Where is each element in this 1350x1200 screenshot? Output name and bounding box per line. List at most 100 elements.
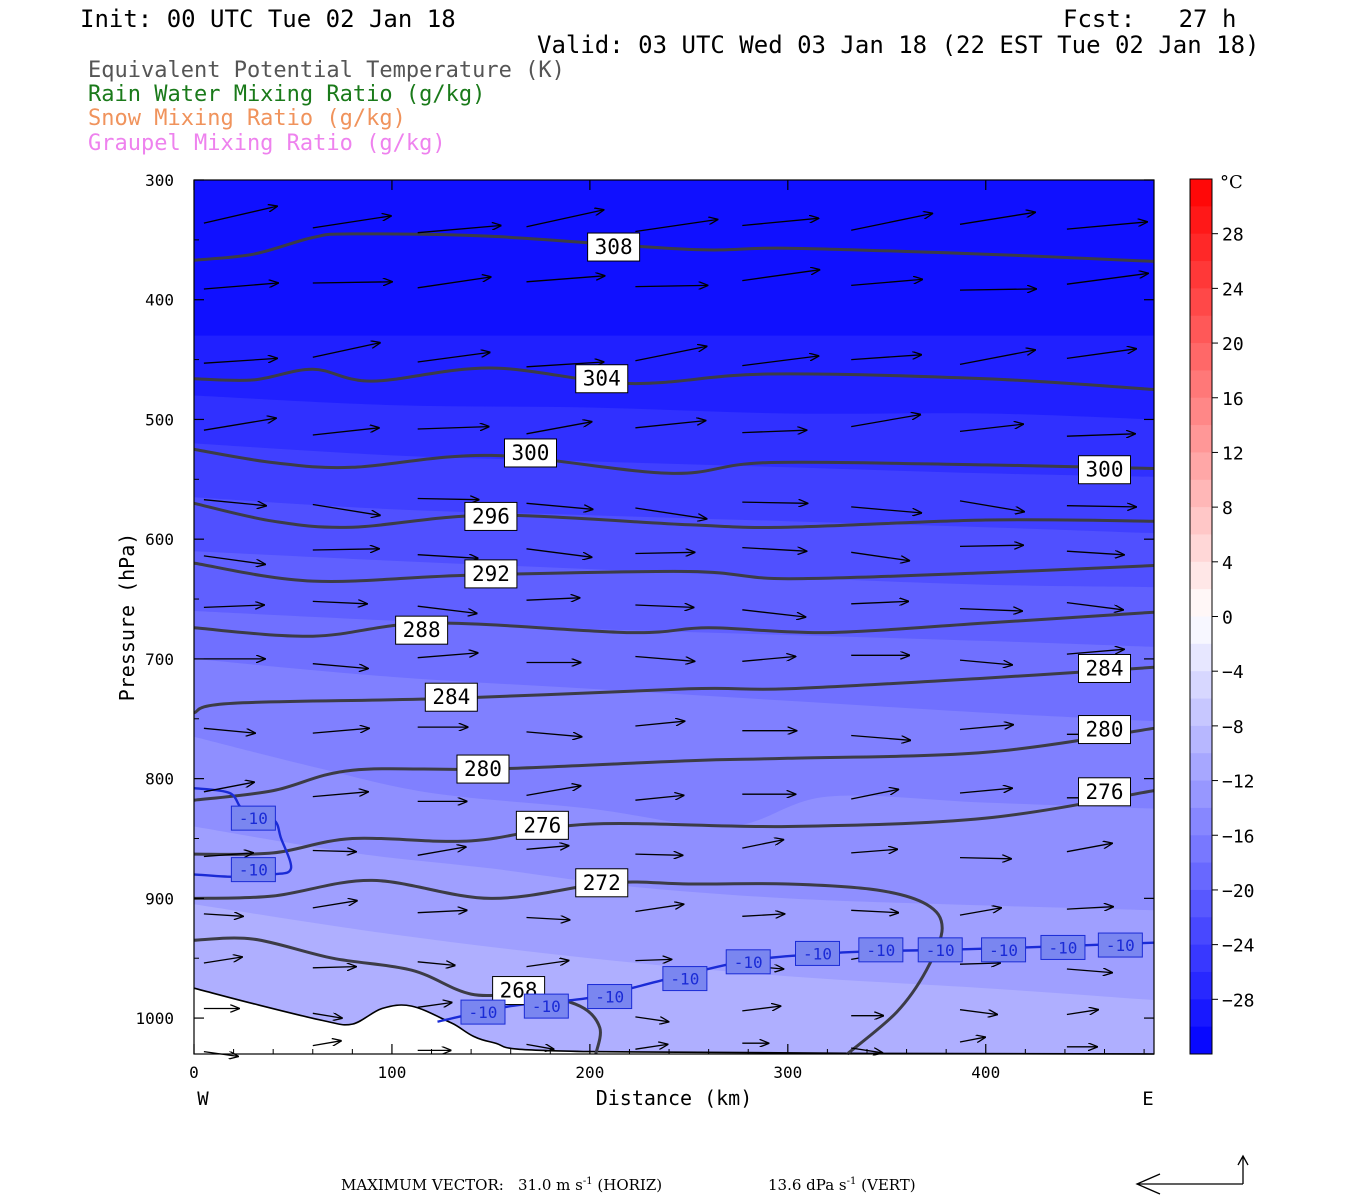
y-tick-label: 300: [145, 171, 174, 190]
wind-vector: [312, 901, 357, 909]
theta-e-contour: [193, 447, 1155, 475]
wind-vector: [742, 657, 795, 662]
wind-vector: [417, 910, 467, 912]
temp-contour-label: -10: [587, 984, 633, 1010]
wind-vector: [417, 427, 489, 429]
wind-vector: [312, 1012, 342, 1018]
svg-text:284: 284: [432, 685, 470, 709]
wind-vector: [635, 605, 693, 607]
theta-e-contour: [193, 936, 602, 1055]
wind-vector: [742, 356, 818, 367]
wind-vector: [851, 849, 897, 853]
wind-vector: [417, 605, 477, 613]
wind-vector: [417, 847, 466, 856]
x-tick-label: 0: [189, 1063, 199, 1082]
wind-vector: [526, 502, 593, 509]
wind-vector: [742, 914, 784, 916]
colorbar-tick-label: −8: [1222, 717, 1244, 738]
wind-vector: [742, 502, 807, 503]
wind-vector: [1066, 843, 1112, 853]
wind-vector: [417, 499, 479, 500]
colorbar-tick-label: 8: [1222, 498, 1233, 519]
wind-vector: [635, 1044, 667, 1050]
svg-text:280: 280: [464, 757, 502, 781]
colorbar-tick-label: −4: [1222, 662, 1244, 683]
theta-e-contour-label: 308: [587, 232, 641, 262]
wind-vector: [526, 731, 582, 737]
svg-text:300: 300: [1086, 458, 1124, 482]
theta-e-contour: [193, 501, 1155, 529]
wind-vector: [851, 506, 921, 513]
svg-text:-10: -10: [595, 988, 624, 1007]
wind-vector: [312, 549, 379, 550]
wind-vector: [851, 734, 910, 741]
y-tick-label: 400: [145, 291, 174, 310]
max-vector-vert: 13.6 dPa s-1 (VERT): [768, 1176, 916, 1194]
wind-vector: [312, 601, 367, 603]
colorbar-swatch: [1190, 616, 1212, 645]
colorbar-swatch: [1190, 206, 1212, 235]
wind-vector: [417, 962, 455, 966]
wind-vector: [203, 206, 277, 224]
wind-vector: [635, 507, 706, 519]
field-legend-graupel: Graupel Mixing Ratio (g/kg): [88, 131, 446, 156]
wind-vector: [851, 789, 898, 800]
wind-vector: [312, 792, 368, 798]
colorbar-swatch: [1190, 534, 1212, 563]
temp-contour-label: -10: [795, 940, 841, 966]
wind-vector: [526, 548, 592, 557]
theta-e-contour-label: 300: [503, 438, 557, 468]
colorbar-tick-label: −20: [1222, 881, 1255, 902]
wind-vector: [742, 1006, 780, 1012]
svg-text:-10: -10: [670, 970, 699, 989]
wind-vector: [203, 782, 254, 793]
wind-vector: [526, 961, 569, 968]
colorbar-unit: °C: [1220, 172, 1243, 193]
wind-vector: [1066, 222, 1147, 230]
wind-vector: [742, 840, 783, 849]
wind-vector: [526, 210, 604, 228]
y-tick-label: 600: [145, 530, 174, 549]
wind-vector: [959, 424, 1023, 433]
wind-vector: [742, 430, 806, 432]
wind-vector: [1066, 506, 1136, 507]
wind-vector: [959, 1009, 997, 1015]
colorbar-tick-label: 0: [1222, 608, 1233, 629]
wind-vector: [417, 555, 478, 559]
colorbar-swatch: [1190, 753, 1212, 782]
colorbar-swatch: [1190, 233, 1212, 262]
terrain-fill: [194, 988, 1154, 1054]
theta-e-contour-label: 276: [1078, 777, 1132, 807]
wind-vector: [417, 653, 478, 659]
svg-text:308: 308: [595, 235, 633, 259]
theta-e-contour-label: 280: [1078, 715, 1132, 745]
wind-vector: [851, 910, 898, 912]
colorbar-tick-label: 28: [1222, 225, 1244, 246]
theta-e-contour-label: 284: [424, 682, 478, 712]
field-legend-theta-e: Equivalent Potential Temperature (K): [88, 58, 565, 83]
wind-vector: [742, 548, 806, 552]
scale-vector-glyph: [1135, 1154, 1249, 1195]
wind-vector: [203, 914, 243, 916]
wind-vector: [1066, 273, 1148, 285]
wind-vector: [635, 721, 684, 727]
wind-vector: [312, 282, 392, 283]
colorbar-swatch: [1190, 561, 1212, 590]
theta-e-contour: [193, 878, 944, 1056]
wind-vector: [959, 659, 1012, 665]
wind-vector: [526, 1044, 554, 1049]
wind-vector: [526, 276, 605, 283]
theta-e-contour: [193, 665, 1155, 715]
wind-vector: [203, 727, 255, 733]
colorbar-tick-label: −24: [1222, 936, 1255, 957]
colorbar-swatch: [1190, 643, 1212, 672]
theta-e-contour: [193, 789, 1155, 856]
wind-vector: [851, 355, 921, 361]
wind-vector: [635, 854, 682, 855]
wind-vector: [417, 226, 501, 234]
colorbar-swatch: [1190, 479, 1212, 508]
wind-vector: [959, 908, 1001, 916]
colorbar-swatch: [1190, 944, 1212, 973]
temp-contour-label: -10: [662, 966, 708, 992]
wind-vector: [1066, 1010, 1098, 1016]
